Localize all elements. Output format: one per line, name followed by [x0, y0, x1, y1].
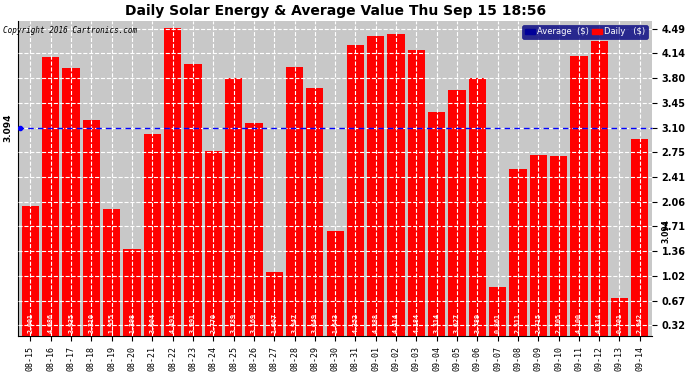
Bar [286, 67, 303, 348]
Text: 3.627: 3.627 [454, 312, 460, 333]
Text: 3.004: 3.004 [149, 312, 155, 333]
Text: 3.314: 3.314 [434, 312, 440, 333]
Bar [367, 36, 384, 348]
Bar [164, 28, 181, 348]
Text: 1.643: 1.643 [332, 312, 338, 333]
Text: 3.094: 3.094 [3, 114, 12, 142]
Text: 4.252: 4.252 [353, 312, 359, 333]
Text: 4.184: 4.184 [413, 312, 420, 333]
Text: 3.094: 3.094 [661, 219, 670, 243]
Text: 2.511: 2.511 [515, 312, 521, 333]
Bar [550, 156, 567, 348]
Bar [22, 206, 39, 348]
Text: 3.935: 3.935 [68, 312, 74, 333]
Text: 2.001: 2.001 [28, 312, 34, 333]
Bar [591, 41, 608, 348]
Bar [408, 50, 425, 348]
Text: 3.169: 3.169 [251, 312, 257, 333]
Text: 4.414: 4.414 [393, 312, 399, 333]
Text: 3.649: 3.649 [312, 312, 318, 333]
Text: 4.086: 4.086 [48, 312, 54, 333]
Bar [631, 139, 649, 348]
Bar [144, 134, 161, 348]
Bar [469, 78, 486, 348]
Text: 2.942: 2.942 [637, 312, 643, 333]
Text: 0.701: 0.701 [616, 312, 622, 333]
Text: 1.955: 1.955 [109, 312, 115, 333]
Bar [388, 34, 405, 348]
Text: 4.388: 4.388 [373, 312, 379, 333]
Text: 2.705: 2.705 [555, 312, 562, 333]
Bar [347, 45, 364, 348]
Bar [205, 151, 222, 348]
Text: 3.789: 3.789 [474, 312, 480, 333]
Text: 3.947: 3.947 [292, 312, 297, 333]
Text: 1.067: 1.067 [271, 312, 277, 333]
Text: 1.398: 1.398 [129, 312, 135, 333]
Legend: Average  ($), Daily   ($): Average ($), Daily ($) [522, 25, 648, 39]
Bar [225, 78, 242, 348]
Bar [63, 68, 80, 348]
Bar [83, 120, 100, 348]
Text: 3.789: 3.789 [230, 312, 237, 333]
Bar [245, 123, 262, 348]
Bar [489, 287, 506, 348]
Text: 4.314: 4.314 [596, 312, 602, 333]
Bar [124, 249, 141, 348]
Bar [184, 64, 201, 348]
Text: 4.100: 4.100 [576, 312, 582, 333]
Bar [611, 298, 628, 348]
Bar [448, 90, 466, 348]
Bar [570, 56, 587, 348]
Bar [326, 231, 344, 348]
Title: Daily Solar Energy & Average Value Thu Sep 15 18:56: Daily Solar Energy & Average Value Thu S… [125, 4, 546, 18]
Bar [428, 112, 445, 348]
Bar [266, 272, 283, 348]
Text: 0.861: 0.861 [495, 312, 501, 333]
Bar [103, 209, 120, 348]
Bar [530, 155, 547, 348]
Text: Copyright 2016 Cartronics.com: Copyright 2016 Cartronics.com [3, 26, 137, 35]
Bar [509, 170, 526, 348]
Text: 2.715: 2.715 [535, 312, 541, 333]
Text: 2.770: 2.770 [210, 312, 216, 333]
Text: 3.210: 3.210 [88, 312, 95, 333]
Bar [42, 57, 59, 348]
Text: 3.991: 3.991 [190, 312, 196, 333]
Text: 4.491: 4.491 [170, 312, 176, 333]
Bar [306, 88, 324, 348]
